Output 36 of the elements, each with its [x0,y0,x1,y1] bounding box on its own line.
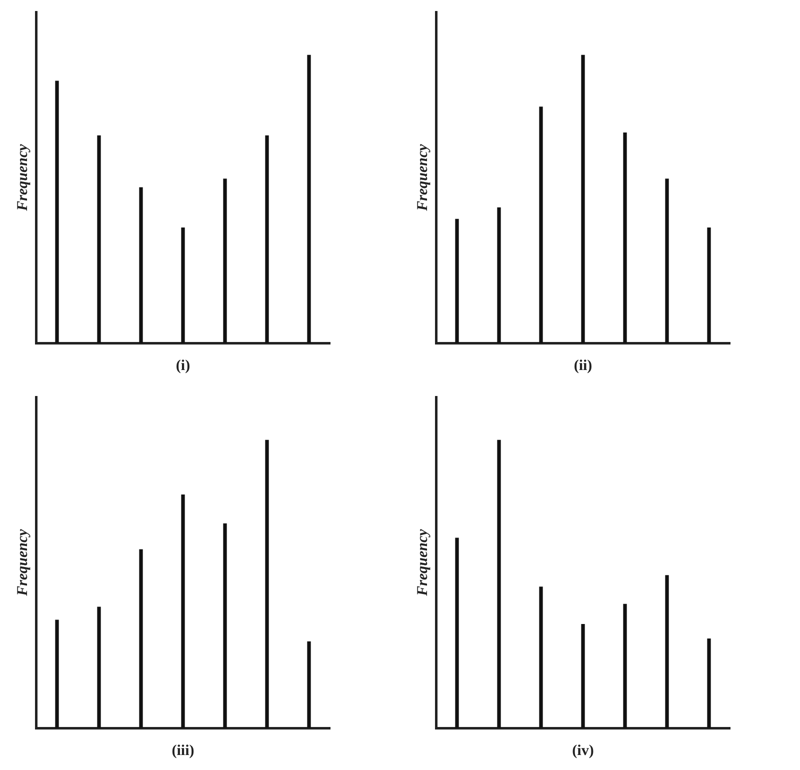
y-axis-title: Frequency [414,144,431,212]
bar [139,549,143,728]
bar [307,641,311,728]
bar [539,586,543,728]
bar [623,604,627,728]
bar [623,132,627,343]
bar [97,135,101,343]
bar [539,106,543,343]
bar [97,606,101,728]
x-axis-title: (iii) [172,742,194,759]
bar [707,228,711,343]
bar [665,178,669,343]
bar [265,135,269,343]
bar [55,620,59,728]
bar [265,440,269,728]
bar [581,54,585,343]
bar [497,440,501,728]
bar [223,523,227,728]
bar [307,54,311,343]
bar [455,218,459,343]
bar [55,80,59,343]
y-axis-title: Frequency [414,528,431,597]
bar [223,178,227,343]
bar [581,624,585,728]
x-axis-title: (iv) [572,742,594,759]
bar [707,638,711,728]
y-axis-title: Frequency [14,144,31,212]
bar [181,228,185,343]
bar [139,187,143,343]
x-axis-title: (i) [176,358,190,374]
bar [497,207,501,343]
y-axis-title: Frequency [14,528,31,597]
bar [181,494,185,728]
x-axis-title: (ii) [574,358,592,374]
bar [665,575,669,728]
bar [455,538,459,728]
